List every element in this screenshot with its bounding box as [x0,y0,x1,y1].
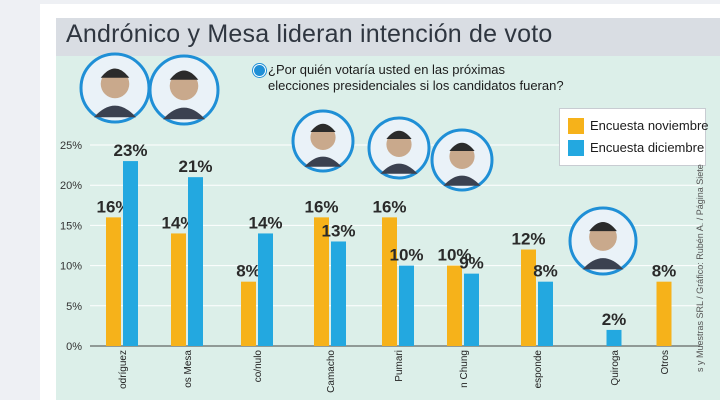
x-tick-label: n Chung [459,350,470,388]
data-label: 12% [511,230,545,249]
chart-title: Andrónico y Mesa lideran intención de vo… [66,20,553,48]
bar [314,217,329,346]
data-label: 16% [372,197,406,216]
x-tick-label: Pumari [394,350,405,382]
x-tick-label: Otros [660,350,671,374]
y-tick-label: 0% [66,341,82,353]
legend-label-november: Encuesta noviembre [590,118,709,133]
data-label: 8% [236,262,261,281]
bar [331,241,346,346]
x-tick-label: Quiroga [610,350,621,386]
candidate-portrait [430,128,494,192]
data-label: 13% [321,221,355,240]
legend-swatch-december [568,140,584,156]
x-tick-label: Camacho [326,350,337,393]
bar [106,217,121,346]
x-tick-label: co/nulo [253,350,264,383]
bar [447,265,462,346]
data-label: 8% [652,262,677,281]
legend: Encuesta noviembre Encuesta diciembre [559,108,709,166]
data-label: 21% [178,157,212,176]
candidate-portrait [148,54,220,126]
data-label: 8% [533,262,558,281]
data-label: 16% [96,197,130,216]
bar [538,281,553,346]
data-label: 23% [113,141,147,160]
bar [382,217,397,346]
bar [606,329,622,346]
candidate-portrait [568,206,638,276]
y-tick-label: 10% [60,261,82,273]
bars: 16%23%14%21%8%14%16%13%16%10% 10%9%12%8%2… [96,141,676,346]
data-label: 16% [304,197,338,216]
x-tick-label: odríguez [118,350,129,389]
bar [521,249,536,346]
data-label: 2% [602,310,627,329]
x-tick-label: esponde [533,350,544,389]
data-label: 14% [161,213,195,232]
bar [188,177,203,346]
data-label: 9% [459,254,484,273]
survey-question: ¿Por quién votaría usted en las próximas… [268,62,564,93]
bar [399,265,414,346]
data-label: 10% [437,246,471,265]
bar [656,281,672,346]
title-band [56,18,720,56]
bullet-icon [253,64,266,77]
y-tick-label: 20% [60,180,82,192]
candidate-portraits [79,52,638,276]
bar [464,273,479,346]
data-label: 10% [389,246,423,265]
data-label: 14% [248,213,282,232]
candidate-portrait [291,109,355,173]
candidate-portrait [79,52,151,124]
bar [171,233,186,346]
source-credit: s y Muestras SRL / Gráfico: Rubén A. / P… [695,164,705,372]
bar [241,281,256,346]
bar [258,233,273,346]
y-tick-label: 5% [66,301,82,313]
y-tick-label: 15% [60,220,82,232]
candidate-portrait [367,116,431,180]
legend-swatch-november [568,118,584,134]
x-axis: odríguez os Mesa co/nulo Camacho Pumari n Chu… [118,350,671,393]
bar [123,161,138,346]
x-tick-label: os Mesa [183,350,194,388]
y-tick-label: 25% [60,140,82,152]
legend-label-december: Encuesta diciembre [590,140,705,155]
